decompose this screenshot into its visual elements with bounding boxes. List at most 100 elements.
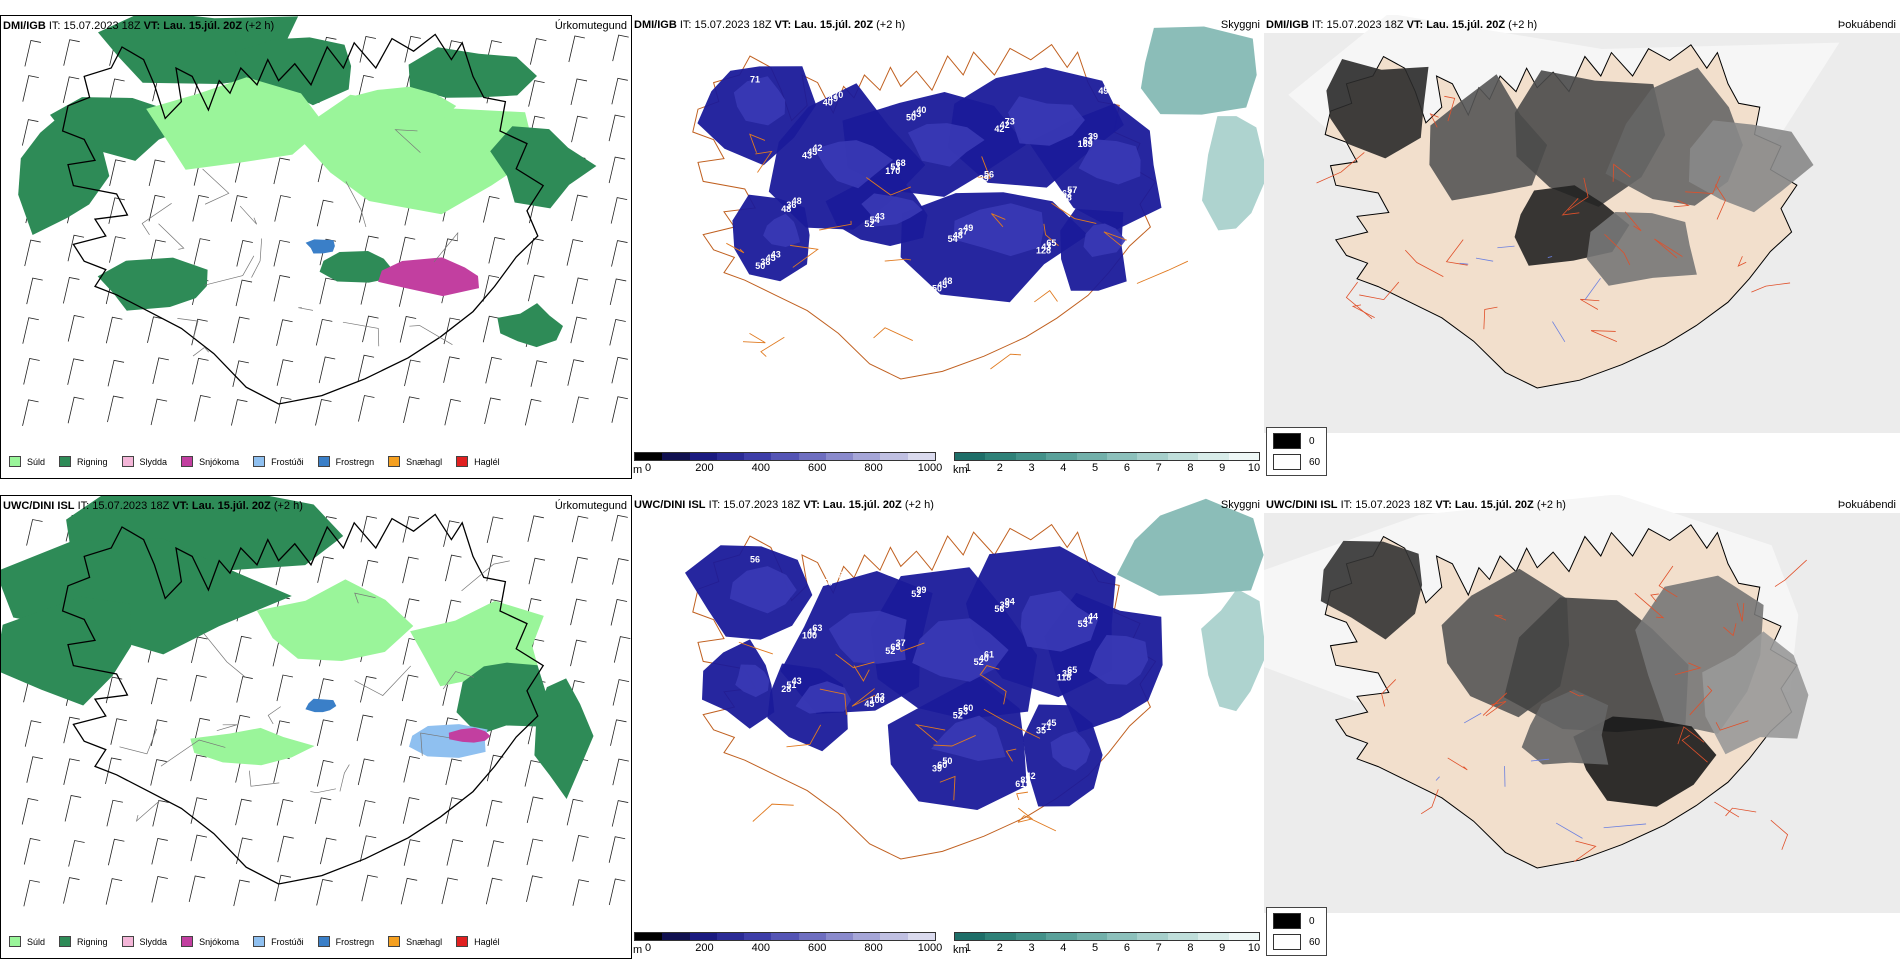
wind-barb (275, 875, 291, 901)
panel-header: UWC/DINI ISL IT: 15.07.2023 18Z VT: Lau.… (1266, 499, 1566, 511)
wind-barb (320, 278, 336, 304)
colorbar-tick: 2 (997, 942, 1003, 954)
wind-barb (609, 837, 625, 863)
wind-barb (609, 115, 625, 141)
colorbar-tick: 0 (645, 942, 651, 954)
road-line (298, 307, 313, 310)
colorbar-bin (635, 453, 662, 460)
cloud-base-label: 128 (1036, 246, 1051, 256)
init-time: IT: 15.07.2023 18Z (1341, 499, 1436, 511)
colorbar-tick: 3 (1028, 462, 1034, 474)
colorbar-bin (985, 933, 1015, 940)
model-name: UWC/DINI ISL (1266, 499, 1338, 511)
colorbar-bin (1168, 453, 1198, 460)
wind-barb (528, 275, 544, 301)
cloud-base-label: 53 (1078, 619, 1088, 629)
colorbar-strip (634, 452, 936, 461)
legend-item: Frostregn (318, 936, 375, 947)
cloud-base-label: 56 (750, 555, 760, 565)
wind-barb (193, 196, 209, 222)
fog-legend-label: 0 (1309, 916, 1315, 927)
wind-barb (525, 399, 541, 425)
wind-barb (317, 879, 333, 905)
colorbar-tick: 8 (1187, 462, 1193, 474)
wind-barb (195, 395, 211, 421)
cloud-base-label: 61 (1015, 779, 1025, 789)
init-time: IT: 15.07.2023 18Z (49, 20, 144, 32)
wind-barb (400, 316, 416, 342)
wind-barb (192, 319, 208, 345)
legend-swatch (253, 456, 265, 467)
fog-map (1264, 495, 1900, 915)
wind-barb (487, 755, 503, 781)
wind-barb (527, 797, 543, 823)
fog-area (1587, 212, 1697, 286)
colorbar-bin (908, 453, 935, 460)
cloud-base-label: 50 (823, 577, 833, 587)
wind-barb (447, 840, 463, 866)
legend-label: Haglél (474, 457, 500, 467)
colorbar-unit: km (953, 464, 968, 476)
wind-barb (110, 160, 126, 186)
freezing-rain-area (305, 699, 336, 712)
wind-barb (22, 799, 38, 825)
wind-barb (189, 876, 205, 902)
wind-barb (361, 516, 377, 542)
road-line (340, 765, 349, 792)
wind-barb (27, 520, 43, 546)
cloud-base-label: 39 (932, 764, 942, 774)
road-line (753, 804, 794, 821)
wind-barb (109, 237, 125, 263)
wind-barb (318, 557, 334, 583)
colorbar-bin (771, 933, 798, 940)
colorbar-bin (1168, 933, 1198, 940)
sea-fog-area (1117, 499, 1264, 596)
colorbar-bin (1077, 453, 1107, 460)
cloud-base-label: 48 (781, 204, 791, 214)
colorbar-bin (1229, 933, 1259, 940)
wind-barb (194, 239, 210, 265)
valid-time: VT: Lau. 15.júl. 20Z (1435, 499, 1533, 511)
colorbar-tick: 7 (1156, 942, 1162, 954)
colorbar-tick: 2 (997, 462, 1003, 474)
wind-barb (572, 195, 588, 221)
sea-fog-area (1202, 116, 1264, 230)
wind-barb (612, 515, 628, 541)
wind-barb (610, 319, 626, 345)
colorbar-tick: 0 (645, 462, 651, 474)
wind-barb (613, 559, 629, 585)
colorbar-strip (954, 452, 1260, 461)
colorbar-bin (690, 933, 717, 940)
panel-title: Skyggni (1221, 19, 1260, 31)
colorbar-tick: 400 (752, 462, 770, 474)
colorbar-tick: 800 (864, 462, 882, 474)
legend-item: Rigning (59, 456, 108, 467)
wind-barb (107, 800, 123, 826)
colorbar-bin (1046, 453, 1076, 460)
model-name: UWC/DINI ISL (634, 499, 706, 511)
panel-header: UWC/DINI ISL IT: 15.07.2023 18Z VT: Lau.… (3, 500, 303, 512)
valid-time: VT: Lau. 15.júl. 20Z (1407, 19, 1505, 31)
wind-barb (486, 878, 502, 904)
legend-label: Frostregn (336, 457, 375, 467)
colorbar-bin (799, 453, 826, 460)
road-line (203, 169, 229, 204)
wind-barb (446, 759, 462, 785)
wind-barb (405, 36, 421, 62)
colorbar-bin (880, 453, 907, 460)
colorbar-tick: 3 (1028, 942, 1034, 954)
wind-barb (68, 359, 84, 385)
cloud-base-label: 50 (906, 113, 916, 123)
sea-fog-area (1141, 27, 1257, 115)
legend-item: Haglél (456, 456, 500, 467)
wind-barb (236, 799, 252, 825)
colorbar-unit: m (633, 464, 642, 476)
wind-barb (275, 196, 291, 222)
wind-barb (442, 878, 458, 904)
legend-label: Súld (27, 457, 45, 467)
wind-barb (111, 719, 127, 745)
colorbar-bin (744, 933, 771, 940)
